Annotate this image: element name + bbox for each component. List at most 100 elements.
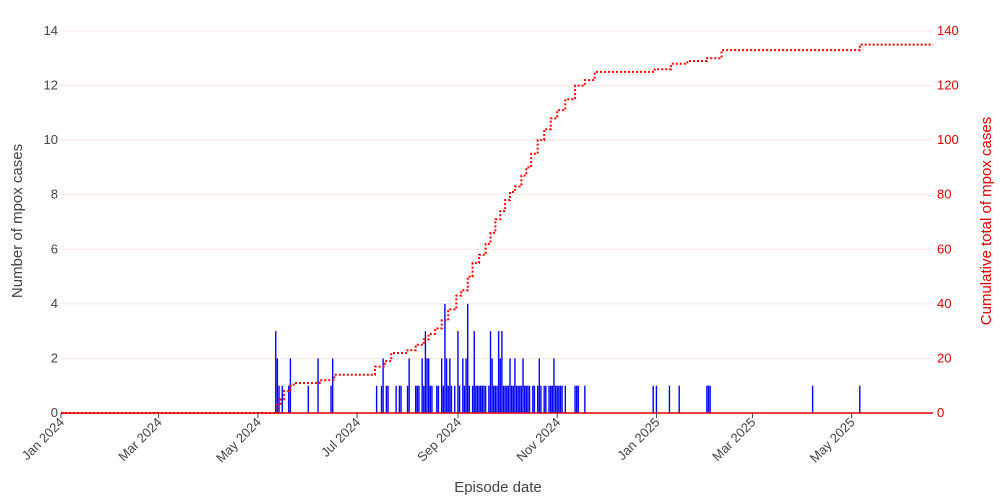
bar bbox=[545, 385, 547, 413]
x-tick-label: Mar 2025 bbox=[709, 415, 758, 464]
y-tick-label: 12 bbox=[44, 78, 58, 93]
y2-tick-label: 120 bbox=[937, 78, 959, 93]
cumulative-line-layer bbox=[61, 43, 933, 414]
bar bbox=[706, 385, 708, 413]
bar bbox=[468, 385, 471, 413]
bar bbox=[457, 331, 459, 413]
y2-tick-label: 20 bbox=[937, 350, 951, 365]
bar bbox=[427, 358, 430, 413]
bar bbox=[520, 385, 523, 413]
x-tick-label: Mar 2024 bbox=[115, 415, 164, 464]
bar bbox=[559, 385, 562, 413]
bar bbox=[418, 385, 420, 413]
bar bbox=[509, 358, 511, 413]
x-tick-label: Jan 2025 bbox=[614, 415, 662, 463]
bar bbox=[517, 385, 519, 413]
bar bbox=[494, 385, 497, 413]
bar bbox=[564, 385, 567, 413]
bar bbox=[543, 385, 545, 413]
bar bbox=[707, 385, 710, 413]
bar bbox=[380, 385, 383, 413]
bar bbox=[288, 385, 290, 413]
bar bbox=[398, 385, 401, 413]
bar bbox=[449, 358, 451, 413]
bar bbox=[499, 358, 501, 413]
bar bbox=[382, 358, 384, 413]
bar bbox=[447, 385, 449, 413]
bar bbox=[548, 385, 550, 413]
bar bbox=[527, 385, 529, 413]
bar bbox=[514, 358, 516, 413]
bar bbox=[558, 385, 560, 413]
bar bbox=[489, 331, 492, 413]
bar bbox=[431, 385, 433, 413]
bar bbox=[442, 385, 445, 413]
y-tick-label: 14 bbox=[44, 23, 58, 38]
bar bbox=[478, 385, 480, 413]
bar bbox=[423, 385, 425, 413]
bar bbox=[538, 358, 540, 413]
y2-tick-label: 40 bbox=[937, 296, 951, 311]
bar bbox=[307, 385, 309, 413]
bar bbox=[436, 385, 438, 413]
bar bbox=[519, 385, 521, 413]
bar bbox=[497, 331, 500, 413]
x-tick-label: Jul 2024 bbox=[318, 415, 363, 460]
bar bbox=[504, 385, 506, 413]
bar bbox=[416, 385, 418, 413]
bar bbox=[437, 385, 440, 413]
y2-tick-label: 60 bbox=[937, 241, 951, 256]
bar bbox=[317, 358, 319, 413]
bar bbox=[480, 385, 482, 413]
bar bbox=[577, 385, 580, 413]
bar bbox=[385, 385, 388, 413]
bar bbox=[859, 385, 861, 413]
bar bbox=[476, 385, 479, 413]
bar bbox=[652, 385, 654, 413]
bar bbox=[395, 385, 397, 413]
bar bbox=[574, 385, 576, 413]
bar bbox=[551, 385, 554, 413]
y2-tick-label: 140 bbox=[937, 23, 959, 38]
bar bbox=[523, 385, 526, 413]
bar bbox=[406, 385, 409, 413]
bar bbox=[515, 385, 518, 413]
bar bbox=[445, 358, 448, 413]
bar bbox=[275, 331, 277, 413]
bar bbox=[576, 385, 578, 413]
bar bbox=[463, 385, 466, 413]
bar bbox=[471, 385, 474, 413]
bar bbox=[556, 385, 558, 413]
y2-tick-label: 100 bbox=[937, 132, 959, 147]
bar bbox=[483, 385, 485, 413]
bar bbox=[414, 385, 417, 413]
x-tick-label: May 2025 bbox=[807, 415, 858, 466]
y-tick-label: 2 bbox=[51, 350, 58, 365]
bar bbox=[421, 358, 423, 413]
y-tick-label: 4 bbox=[51, 296, 58, 311]
bar bbox=[536, 385, 539, 413]
bar bbox=[811, 385, 814, 413]
bar bbox=[330, 385, 332, 413]
bar bbox=[496, 385, 498, 413]
x-tick-label: Nov 2024 bbox=[513, 415, 563, 465]
bar bbox=[709, 385, 711, 413]
bar bbox=[655, 385, 658, 413]
bar bbox=[540, 385, 542, 413]
y-tick-label: 8 bbox=[51, 187, 58, 202]
bar bbox=[668, 385, 671, 413]
bar bbox=[281, 385, 283, 413]
bar bbox=[481, 385, 484, 413]
bar bbox=[522, 358, 524, 413]
bar bbox=[528, 385, 531, 413]
bar bbox=[331, 358, 334, 413]
bar bbox=[462, 358, 464, 413]
bar bbox=[488, 385, 490, 413]
bar bbox=[507, 385, 510, 413]
daily-cases-bars bbox=[275, 303, 861, 413]
bar bbox=[454, 385, 456, 413]
bar bbox=[525, 385, 527, 413]
bar bbox=[510, 385, 513, 413]
cumulative-line bbox=[61, 43, 933, 414]
y-tick-label: 10 bbox=[44, 132, 58, 147]
